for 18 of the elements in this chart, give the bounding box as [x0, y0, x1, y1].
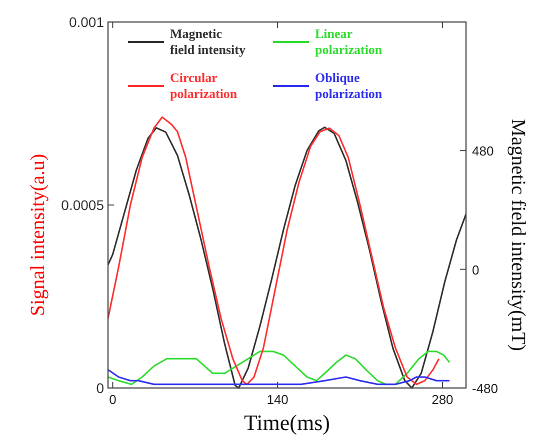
x-tick-label: 280 — [432, 392, 454, 407]
line-series — [108, 350, 450, 386]
legend-label: Oblique polarization — [315, 70, 383, 101]
y2-tick-label: -480 — [472, 381, 498, 396]
y2-axis-title: Magnetic field intensity(mT) — [507, 118, 529, 352]
legend-label: Circular polarization — [170, 70, 238, 101]
y-tick-label: 0.001 — [68, 14, 104, 30]
legend-label: Magnetic field intensity — [170, 26, 246, 57]
y-tick-label: 0 — [96, 380, 104, 396]
x-tick-label: 0 — [109, 392, 116, 407]
y-axis-title: Signal intensity(a.u) — [27, 154, 49, 316]
line-series — [108, 368, 450, 386]
x-tick-label: 140 — [266, 392, 288, 407]
y-tick-label: 0.0005 — [61, 197, 104, 213]
legend-label: Linear polarization — [315, 26, 383, 57]
x-axis-title: Time(ms) — [244, 410, 330, 435]
y2-tick-label: 480 — [472, 144, 494, 159]
y2-tick-label: 0 — [472, 262, 480, 278]
